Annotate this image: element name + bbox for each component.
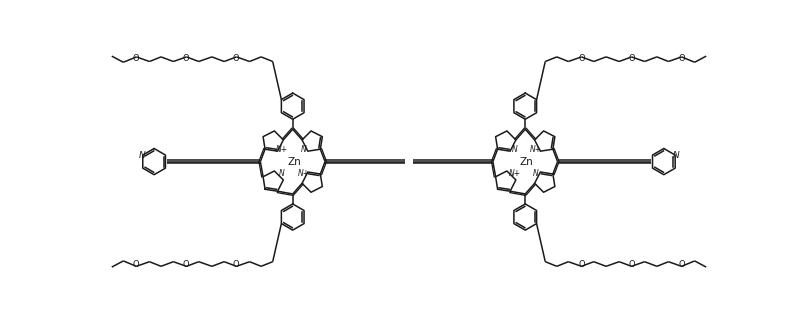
Text: O: O bbox=[628, 260, 635, 269]
Text: O: O bbox=[232, 260, 239, 269]
Text: N: N bbox=[139, 150, 145, 160]
Text: O: O bbox=[578, 260, 585, 269]
Text: N+: N+ bbox=[530, 145, 542, 154]
Text: N+: N+ bbox=[508, 169, 520, 179]
Text: O: O bbox=[132, 260, 139, 269]
Text: O: O bbox=[232, 54, 239, 63]
Text: O: O bbox=[183, 54, 189, 63]
Text: O: O bbox=[132, 54, 139, 63]
Text: N+: N+ bbox=[276, 145, 288, 154]
Text: N: N bbox=[533, 169, 539, 179]
Text: O: O bbox=[578, 54, 585, 63]
Text: O: O bbox=[628, 54, 635, 63]
Text: N+: N+ bbox=[298, 169, 310, 179]
Text: O: O bbox=[678, 54, 685, 63]
Text: O: O bbox=[183, 260, 189, 269]
Text: N: N bbox=[512, 145, 517, 154]
Text: O: O bbox=[678, 260, 685, 269]
Text: Zn: Zn bbox=[287, 156, 301, 167]
Text: Zn: Zn bbox=[520, 156, 534, 167]
Text: N: N bbox=[279, 169, 285, 179]
Text: N: N bbox=[301, 145, 306, 154]
Text: N: N bbox=[673, 150, 679, 160]
